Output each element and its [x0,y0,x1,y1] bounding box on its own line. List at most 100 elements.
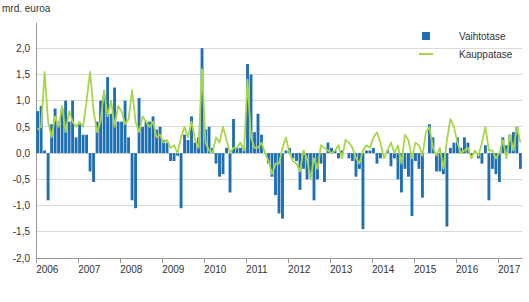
bar [117,122,120,153]
bar [71,101,74,153]
bar [397,153,400,179]
bar [218,153,221,177]
bar [480,153,483,163]
bar [159,127,162,153]
bar [411,153,414,216]
bar [110,114,113,153]
x-tick-label: 2009 [162,264,185,275]
bar [239,148,242,153]
bar [487,153,490,200]
grid-line [36,48,522,49]
x-tick: 2011 [246,258,268,275]
bar [47,153,50,200]
bar [421,153,424,198]
legend-label: Kauppatase [459,49,513,60]
y-tick-label: 0,5 [16,122,30,133]
x-tick-mark [162,258,163,263]
bar [484,145,487,153]
y-tick-label: -1,5 [13,226,31,237]
bar [369,150,372,153]
bar [281,153,284,219]
x-tick: 2013 [330,258,353,275]
x-tick-mark [36,258,37,263]
bar [89,153,92,171]
x-tick-mark [246,258,247,263]
bar [323,153,326,182]
x-tick-mark [456,258,457,263]
bar [85,135,88,153]
x-tick: 2008 [120,258,143,275]
x-tick: 2006 [36,258,59,275]
bar [82,135,85,153]
bar [365,150,368,153]
grid-line [36,258,522,259]
x-tick-label: 2011 [246,264,268,275]
grid-line [36,74,522,75]
x-tick-label: 2013 [330,264,353,275]
bar-series [36,48,522,229]
bar [404,153,407,169]
bar [215,153,218,163]
bar [43,150,46,153]
bar [169,153,172,161]
legend-swatch [419,53,433,55]
bar [187,140,190,153]
legend-item: Kauppatase [419,49,513,60]
y-tick-label: -0,5 [13,174,31,185]
x-tick-label: 2015 [414,264,437,275]
x-tick: 2010 [204,258,227,275]
bar [491,153,494,169]
x-tick-mark [372,258,373,263]
x-axis: 2006200720082009201020112012201320142015… [36,258,522,275]
bar [362,153,365,229]
bar [379,153,382,158]
y-tick-label: 1,0 [16,95,30,106]
y-tick: 2,0 [16,43,36,54]
bar [145,122,148,153]
bar [141,127,144,153]
bar [348,153,351,158]
bar [376,153,379,163]
x-tick-mark [330,258,331,263]
x-tick-mark [204,258,205,263]
x-tick-marks [37,258,499,263]
legend-label: Vaihtotase [459,31,506,42]
bar [183,135,186,153]
bar [390,153,393,166]
y-tick: 1,5 [16,69,36,80]
bar [407,153,410,177]
bar [131,153,134,200]
x-tick: 2009 [162,258,185,275]
bar [36,111,39,153]
bar [452,143,455,153]
x-tick: 2012 [288,258,311,275]
bar [229,153,232,192]
grid [36,48,522,258]
y-tick-label: 0,0 [16,148,30,159]
bar [449,148,452,153]
x-tick: 2014 [372,258,395,275]
bar [134,153,137,208]
y-tick-label: 1,5 [16,69,30,80]
line [38,69,521,179]
data-area [36,48,522,229]
y-axis: -2,0 -1,5 -1,0 -0,5 0,0 0,5 1,0 1,5 2,0 [13,23,37,264]
grid-line [36,231,522,232]
bar [222,153,225,174]
bar [68,122,71,153]
x-tick-label: 2006 [36,264,59,275]
bar [124,101,127,153]
x-tick-label: 2008 [120,264,143,275]
legend-item: Vaihtotase [422,31,506,42]
x-tick-label: 2016 [456,264,479,275]
bar [445,153,448,226]
x-tick-mark [120,258,121,263]
bar [519,153,522,169]
y-tick: -1,0 [13,200,36,211]
bar [173,153,176,161]
x-tick: 2016 [456,258,479,275]
y-tick: -2,0 [13,253,36,264]
bar [498,153,501,182]
bar [372,148,375,153]
y-tick: -0,5 [13,174,36,185]
